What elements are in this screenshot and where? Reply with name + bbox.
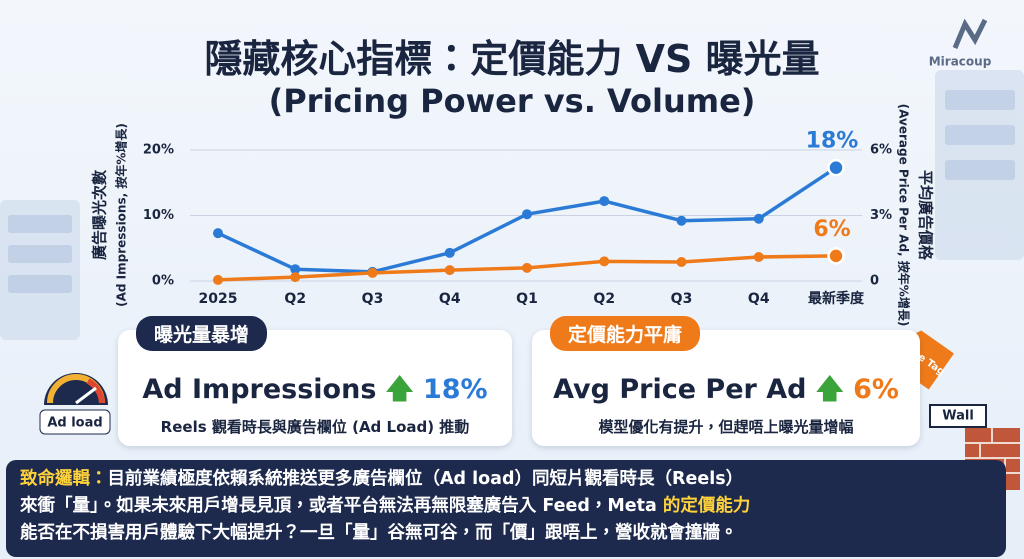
- brand: Miracoup: [929, 55, 992, 69]
- card-tag: 定價能力平庸: [550, 316, 701, 351]
- y2-tick-label: 3%: [870, 208, 892, 223]
- gauge-label: Ad load: [47, 416, 102, 431]
- x-tick-label: Q4: [748, 291, 770, 307]
- data-point: [444, 265, 455, 276]
- title: 隱藏核心指標：定價能力 VS 曝光量: [204, 37, 820, 81]
- annotation: 18%: [806, 129, 859, 154]
- up-arrow: 🡅: [385, 374, 414, 405]
- footer-line: 能否在不損害用戶體驗下大幅提升？一旦「量」谷無可谷，而「價」跟唔上，營收就會撞牆…: [20, 520, 992, 547]
- footer-text: 來衝「量」。如果未來用戶增長見頂，或者平台無法再無限塞廣告入 Feed，Meta: [20, 496, 663, 516]
- card-change: 18%: [422, 374, 488, 405]
- y-tick-label: 20%: [143, 143, 174, 158]
- data-point: [827, 158, 845, 177]
- footer-highlight: 的定價能力: [662, 496, 751, 516]
- data-point: [753, 213, 764, 224]
- card-metric: Avg Price Per Ad: [553, 374, 807, 405]
- subtitle: (Pricing Power vs. Volume): [268, 82, 756, 120]
- x-tick-label: Q1: [516, 291, 538, 307]
- data-point: [522, 209, 532, 220]
- y2-tick-label: 0: [870, 274, 879, 289]
- x-tick-label: Q2: [593, 291, 615, 307]
- card-metric-row: Avg Price Per Ad 🡅 6%: [532, 370, 920, 416]
- data-point: [290, 272, 301, 283]
- data-point: [827, 247, 845, 265]
- x-tick-label: Q2: [284, 291, 306, 307]
- data-point: [444, 247, 455, 258]
- x-tick-label: Q3: [671, 291, 693, 307]
- y-tick-label: 0%: [152, 274, 174, 289]
- x-tick-label: Q3: [362, 291, 384, 307]
- x-tick-label: 2025: [199, 291, 238, 307]
- card-note: 模型優化有提升，但趕唔上曝光量增幅: [598, 418, 854, 436]
- card-tag: 曝光量暴增: [136, 316, 268, 351]
- gauge-decor: [39, 373, 111, 435]
- y2-tick-label: 6%: [870, 143, 892, 158]
- y-axis-label: (Ad Impressions, 按年%增長): [114, 123, 129, 307]
- card: 曝光量暴增 Ad Impressions 🡅 18% Reels 觀看時長與廣告…: [118, 316, 512, 446]
- series-line: [217, 166, 837, 274]
- data-point: [599, 196, 610, 207]
- brand-logo: [952, 18, 988, 49]
- card-metric: Ad Impressions: [142, 374, 377, 405]
- annotation: 6%: [813, 217, 850, 242]
- data-point: [676, 257, 687, 268]
- x-tick-label: Q4: [439, 291, 461, 307]
- footer: 致命邏輯：目前業績極度依賴系統推送更多廣告欄位（Ad load）同短片觀看時長（…: [6, 460, 1006, 557]
- data-point: [213, 274, 223, 285]
- data-point: [213, 228, 223, 239]
- server-decor: [0, 70, 1024, 340]
- data-point: [753, 251, 764, 262]
- wall-label: Wall: [942, 409, 974, 424]
- x-tick-label: 最新季度: [808, 290, 865, 307]
- footer-text: 目前業績極度依賴系統推送更多廣告欄位（Ad load）同短片觀看時長（Reels…: [107, 469, 744, 489]
- card-metric-row: Ad Impressions 🡅 18%: [118, 370, 512, 416]
- y-axis-label: 廣告曝光次數: [91, 169, 109, 260]
- y2-axis-label: 平均廣告價格: [917, 170, 935, 261]
- data-point: [599, 256, 610, 267]
- y2-axis-label: (Average Price Per Ad, 按年%增長): [897, 104, 912, 327]
- data-point: [676, 215, 687, 226]
- footer-lead: 致命邏輯：: [20, 469, 108, 489]
- up-arrow: 🡅: [815, 374, 844, 405]
- data-point: [522, 262, 532, 273]
- data-point: [367, 267, 378, 278]
- card-change: 6%: [853, 374, 899, 405]
- card: 定價能力平庸 Avg Price Per Ad 🡅 6% 模型優化有提升，但趕唔…: [532, 316, 920, 446]
- footer-text: 能否在不損害用戶體驗下大幅提升？一旦「量」谷無可谷，而「價」跟唔上，營收就會撞牆…: [20, 523, 738, 543]
- y-tick-label: 10%: [143, 208, 174, 223]
- footer-line: 來衝「量」。如果未來用戶增長見頂，或者平台無法再無限塞廣告入 Feed，Meta…: [20, 493, 992, 520]
- data-point: [290, 264, 301, 275]
- card-note: Reels 觀看時長與廣告欄位 (Ad Load) 推動: [160, 418, 470, 436]
- footer-line: 致命邏輯：目前業績極度依賴系統推送更多廣告欄位（Ad load）同短片觀看時長（…: [20, 466, 992, 493]
